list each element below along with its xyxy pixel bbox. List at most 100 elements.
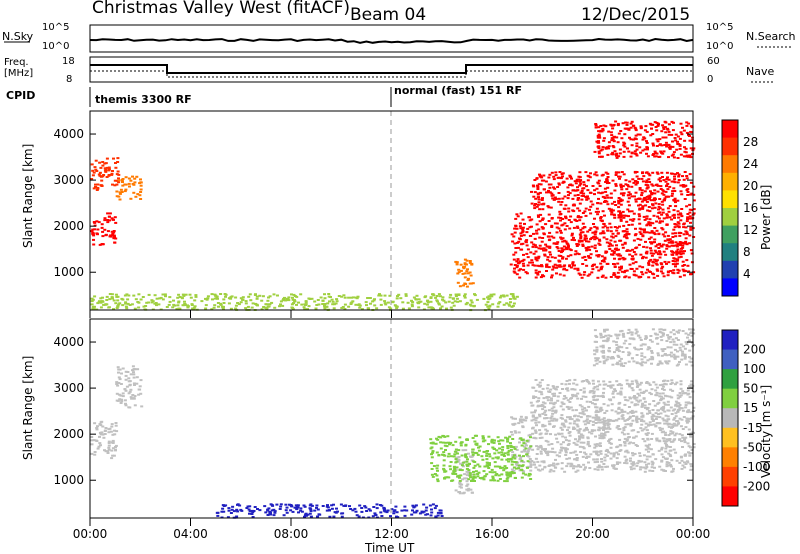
velocity-cell (580, 397, 583, 400)
velocity-cell (598, 450, 602, 453)
power-cell (355, 297, 359, 300)
power-cell (95, 170, 99, 172)
velocity-colorbar-title: Velocity [m s⁻¹] (759, 385, 773, 478)
velocity-cell (541, 412, 545, 415)
power-cell (637, 276, 641, 279)
velocity-cell (321, 505, 325, 507)
velocity-cell (689, 432, 693, 435)
velocity-cell (644, 432, 648, 435)
velocity-cell (636, 334, 640, 337)
power-cell (680, 133, 684, 136)
velocity-cell (673, 434, 677, 437)
power-cell (124, 305, 128, 308)
velocity-cell (638, 383, 642, 386)
velocity-cell (403, 509, 407, 512)
velocity-cell (598, 383, 602, 386)
velocity-cell (594, 418, 598, 421)
power-cell (681, 185, 685, 188)
velocity-cell (587, 461, 590, 464)
power-cell (563, 268, 566, 270)
velocity-cell (127, 377, 131, 380)
power-cell (604, 171, 608, 174)
power-cell (554, 242, 558, 245)
power-region-7 (90, 293, 519, 312)
velocity-cell (132, 397, 136, 400)
power-cell (347, 305, 351, 308)
power-cell (268, 295, 272, 298)
power-cell (216, 302, 220, 304)
power-cell (612, 146, 616, 149)
power-cell (684, 240, 688, 243)
velocity-ytick-label: 1000 (53, 473, 84, 487)
power-cell (587, 240, 591, 243)
velocity-cell (594, 359, 598, 362)
power-cell (599, 216, 603, 218)
velocity-cell (689, 332, 693, 335)
power-cell (676, 243, 680, 246)
velocity-cell (216, 511, 220, 514)
power-cell (599, 125, 603, 127)
velocity-cell (589, 453, 593, 456)
velocity-cell (617, 407, 621, 410)
power-cell (681, 246, 685, 249)
power-cell (194, 294, 198, 297)
power-cell (619, 198, 623, 201)
velocity-cell (616, 361, 620, 364)
velocity-cell (645, 458, 649, 461)
power-cell (567, 207, 571, 210)
velocity-cell (594, 422, 598, 424)
velocity-cell (589, 400, 592, 403)
power-cell (663, 197, 667, 200)
power-cell (640, 200, 644, 203)
power-cell (291, 307, 295, 309)
power-cell (379, 294, 383, 297)
velocity-cell (526, 454, 529, 457)
power-cell (592, 223, 595, 225)
power-cell (401, 301, 405, 304)
power-cell (661, 208, 665, 211)
power-cell (676, 142, 680, 145)
velocity-cell (651, 409, 655, 411)
power-cell (578, 233, 582, 236)
velocity-cell (511, 423, 515, 426)
velocity-cell (547, 396, 551, 399)
colorbar-tick-label: 20 (743, 179, 758, 193)
velocity-cell (460, 469, 464, 472)
velocity-cell (474, 451, 477, 454)
power-cell (167, 303, 171, 306)
power-cell (529, 251, 533, 254)
power-cell (678, 241, 682, 243)
power-cell (689, 228, 693, 231)
power-cell (609, 226, 613, 229)
power-cell (597, 191, 601, 194)
power-cell (596, 213, 600, 216)
power-cell (358, 306, 362, 309)
power-cell (641, 206, 645, 209)
power-cell (575, 225, 579, 228)
velocity-cell (529, 401, 533, 404)
power-cell (599, 232, 603, 235)
power-cell (110, 217, 114, 220)
power-cell (591, 185, 595, 187)
power-cell (641, 266, 645, 269)
power-cell (633, 126, 637, 129)
power-cell (631, 124, 635, 127)
power-cell (612, 140, 616, 143)
power-cell (521, 218, 525, 221)
velocity-cell (432, 465, 436, 467)
power-cell (522, 253, 525, 256)
power-cell (537, 201, 541, 204)
power-cell (456, 300, 460, 303)
velocity-cell (132, 382, 136, 385)
velocity-cell (669, 383, 673, 385)
velocity-cell (635, 421, 639, 424)
velocity-cell (630, 468, 633, 471)
velocity-cell (683, 438, 687, 441)
power-cell (515, 213, 519, 216)
power-cell (586, 179, 590, 182)
power-cell (575, 180, 579, 182)
power-cell (158, 297, 162, 300)
velocity-cell (688, 454, 692, 457)
velocity-cell (650, 432, 654, 435)
velocity-cell (293, 506, 297, 509)
